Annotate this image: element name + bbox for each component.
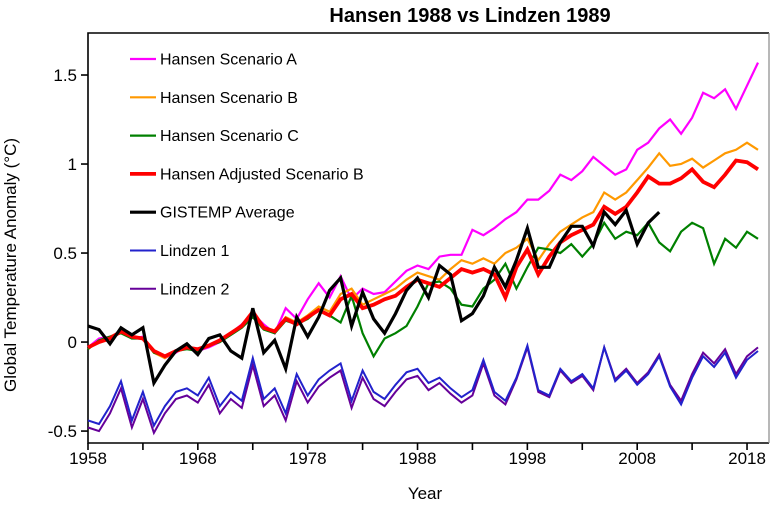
legend-label: Hansen Scenario C: [160, 128, 299, 145]
legend-item-lindzen-1: Lindzen 1: [130, 243, 229, 260]
plot-area: 1958 1968 1978 1988 1998 2008 2018 -0.5 0 0.5 1 1.5: [48, 32, 770, 468]
legend-label: Hansen Scenario A: [160, 52, 297, 69]
x-tick-label: 1958: [69, 449, 107, 468]
y-tick-label: 1: [68, 155, 77, 174]
x-tick-label: 2018: [728, 449, 766, 468]
legend-item-gistemp-average: GISTEMP Average: [130, 205, 295, 222]
legend-label: Hansen Adjusted Scenario B: [160, 166, 364, 183]
x-tick-label: 1968: [179, 449, 217, 468]
legend-label: Lindzen 1: [160, 243, 229, 260]
legend-item-hansen-adjusted-scenario-b: Hansen Adjusted Scenario B: [130, 166, 364, 183]
legend-item-hansen-scenario-a: Hansen Scenario A: [130, 52, 297, 69]
legend: Hansen Scenario A Hansen Scenario B Hansen…: [130, 52, 364, 298]
legend-item-lindzen-2: Lindzen 2: [130, 281, 229, 298]
legend-item-hansen-scenario-c: Hansen Scenario C: [130, 128, 299, 145]
x-tick-label: 1998: [508, 449, 546, 468]
series-line-hansen-adjusted-scenario-b: [87, 158, 760, 359]
legend-label: GISTEMP Average: [160, 205, 295, 222]
y-tick-label: 0: [68, 333, 77, 352]
legend-label: Lindzen 2: [160, 281, 229, 298]
x-tick-label: 1988: [399, 449, 437, 468]
series-line-gistemp-average: [87, 206, 661, 388]
series-line-lindzen-2: [87, 343, 759, 436]
x-tick-label: 1978: [289, 449, 327, 468]
y-tick-label: 0.5: [53, 244, 77, 263]
legend-item-hansen-scenario-b: Hansen Scenario B: [130, 90, 298, 107]
plot-border: [87, 32, 769, 444]
y-axis-label: Global Temperature Anomaly (°C): [1, 138, 20, 392]
x-tick-label: 2008: [618, 449, 656, 468]
series-line-lindzen-1: [87, 342, 759, 429]
chart-title: Hansen 1988 vs Lindzen 1989: [329, 5, 610, 27]
y-tick-label: -0.5: [48, 422, 77, 441]
y-tick-label: 1.5: [53, 66, 77, 85]
x-axis-label: Year: [408, 484, 443, 503]
legend-label: Hansen Scenario B: [160, 90, 298, 107]
